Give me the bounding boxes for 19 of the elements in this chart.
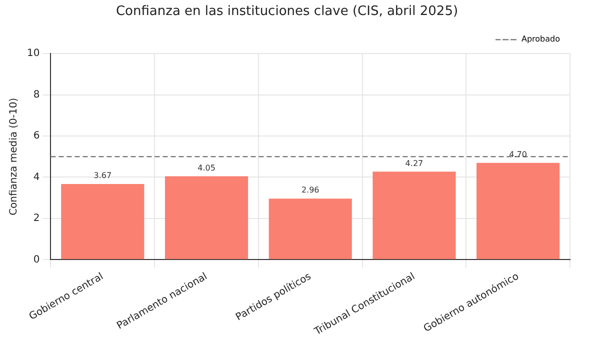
- data-label: 4.05: [198, 163, 216, 172]
- y-tick-label: 10: [26, 48, 40, 60]
- bar: [476, 162, 560, 260]
- data-label: 2.96: [301, 186, 320, 195]
- y-axis-title: Confianza media (0-10): [8, 98, 20, 216]
- y-tick-label: 0: [33, 254, 40, 266]
- y-tick-label: 6: [33, 130, 40, 142]
- bar: [372, 172, 456, 260]
- data-label: 3.67: [94, 171, 112, 180]
- bar: [61, 184, 144, 260]
- legend-label: Aprobado: [521, 34, 560, 44]
- data-label: 4.70: [509, 150, 527, 159]
- chart-title: Confianza en las instituciones clave (CIS, abril 2025): [116, 4, 458, 20]
- y-tick-label: 8: [33, 89, 40, 100]
- y-tick-label: 2: [33, 213, 40, 224]
- bar: [164, 176, 248, 260]
- data-label: 4.27: [405, 158, 424, 168]
- bar: [268, 198, 352, 260]
- y-tick-label: 4: [33, 172, 40, 183]
